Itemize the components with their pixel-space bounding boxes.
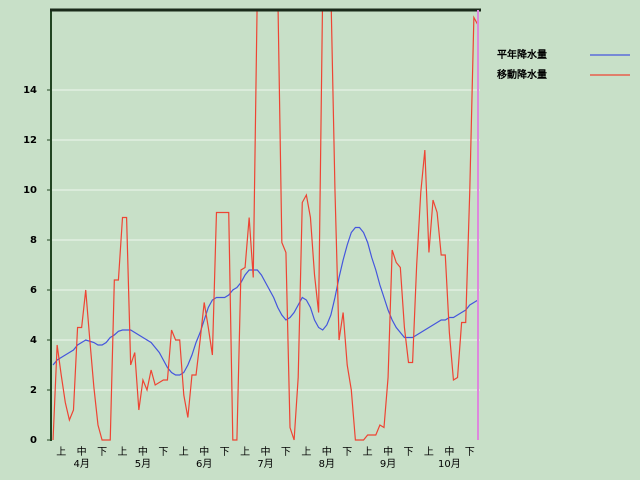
x-tick-label: 下 <box>281 447 291 458</box>
y-tick-label: 8 <box>30 235 37 246</box>
x-tick-label: 下 <box>220 447 230 458</box>
x-tick-label: 下 <box>97 447 107 458</box>
x-tick-label: 上 <box>118 446 128 458</box>
y-tick-label: 6 <box>30 285 37 296</box>
x-tick-label: 中 <box>261 445 271 458</box>
month-label: 10月 <box>438 458 461 470</box>
x-tick-label: 上 <box>179 446 189 458</box>
legend-label: 平年降水量 <box>497 48 547 61</box>
x-tick-label: 下 <box>465 447 475 458</box>
x-tick-label: 下 <box>404 447 414 458</box>
legend-label: 移動降水量 <box>497 68 547 81</box>
x-tick-label: 下 <box>158 447 168 458</box>
x-tick-label: 中 <box>322 445 332 458</box>
y-tick-label: 4 <box>30 335 37 346</box>
x-tick-label: 上 <box>301 446 311 458</box>
y-tick-label: 14 <box>23 85 37 96</box>
x-tick-label: 中 <box>383 445 393 458</box>
month-label: 9月 <box>380 458 396 470</box>
plot-lines <box>52 10 479 441</box>
grid <box>51 89 480 391</box>
series-line <box>52 226 479 376</box>
month-label: 6月 <box>196 458 212 470</box>
x-tick-label: 上 <box>56 446 66 458</box>
month-label: 5月 <box>135 458 151 470</box>
y-tick-label: 12 <box>23 135 37 146</box>
x-tick-label: 中 <box>444 445 454 458</box>
y-tick-label: 2 <box>30 385 37 396</box>
month-label: 7月 <box>257 458 273 470</box>
x-tick-label: 上 <box>363 446 373 458</box>
labels: 02468101214上中下上中下上中下上中下上中下上中下上中下4月 5月 6月 7月… <box>23 48 630 470</box>
x-tick-label: 下 <box>342 447 352 458</box>
x-tick-label: 上 <box>424 446 434 458</box>
x-tick-label: 中 <box>138 445 148 458</box>
x-tick-label: 上 <box>240 446 250 458</box>
y-tick-label: 0 <box>30 435 37 446</box>
x-tick-label: 中 <box>77 445 87 458</box>
month-label: 4月 <box>73 458 89 470</box>
x-tick-label: 中 <box>199 445 209 458</box>
series-line <box>52 10 479 441</box>
month-label: 8月 <box>319 458 335 470</box>
y-tick-label: 10 <box>23 185 37 196</box>
